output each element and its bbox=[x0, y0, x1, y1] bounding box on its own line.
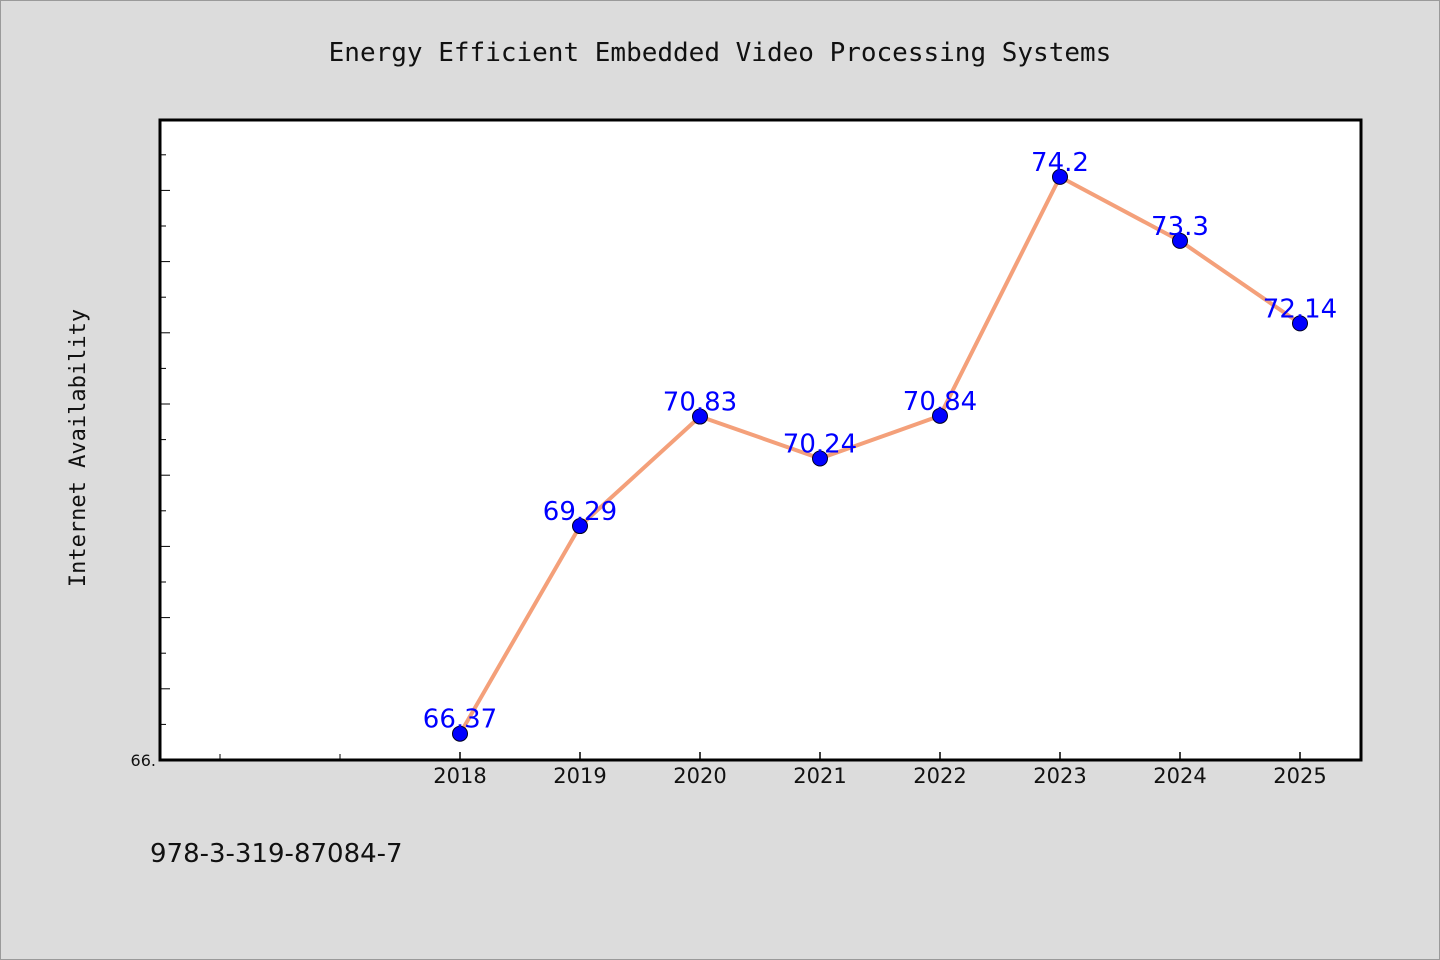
y-axis-ticks: 66. bbox=[131, 154, 170, 770]
data-point-label: 70.24 bbox=[783, 429, 857, 459]
data-point-marker bbox=[1292, 315, 1308, 332]
x-tick-label: 2018 bbox=[433, 764, 486, 788]
data-point-marker bbox=[572, 518, 588, 535]
chart-title: Energy Efficient Embedded Video Processi… bbox=[329, 38, 1112, 68]
data-point-label: 73.3 bbox=[1151, 212, 1209, 242]
x-tick-label: 2025 bbox=[1273, 764, 1326, 788]
data-point-marker bbox=[692, 408, 708, 425]
x-axis-ticks: 2018 2019 2020 2021 2022 2023 2024 2025 bbox=[219, 752, 1327, 788]
x-tick-label: 2021 bbox=[793, 764, 846, 788]
data-point-label: 72.14 bbox=[1263, 294, 1337, 324]
data-point-label: 66.37 bbox=[423, 705, 497, 735]
series-line bbox=[458, 174, 1302, 736]
data-point-marker bbox=[1052, 168, 1068, 185]
data-point-label: 74.2 bbox=[1031, 148, 1089, 178]
x-tick-label: 2020 bbox=[673, 764, 726, 788]
data-point-marker bbox=[812, 450, 828, 467]
data-point-marker bbox=[452, 725, 468, 742]
isbn-footer: 978-3-319-87084-7 bbox=[150, 839, 403, 869]
data-point-label: 70.84 bbox=[903, 387, 977, 417]
series-line-group bbox=[458, 174, 1302, 736]
x-tick-label: 2019 bbox=[553, 764, 606, 788]
data-point-label: 69.29 bbox=[543, 497, 617, 527]
data-point-marker bbox=[1172, 232, 1188, 249]
series-markers bbox=[452, 168, 1308, 742]
data-point-label: 70.83 bbox=[663, 388, 737, 418]
x-tick-label: 2024 bbox=[1153, 764, 1206, 788]
y-axis-label: Internet Availability bbox=[66, 309, 91, 587]
y-tick-label: 66. bbox=[131, 751, 156, 770]
plot-area bbox=[158, 118, 1363, 762]
data-point-marker bbox=[932, 407, 948, 424]
data-labels: 66.37 69.29 70.83 70.24 70.84 74.2 73.3 72.14 bbox=[423, 148, 1337, 735]
x-tick-label: 2022 bbox=[913, 764, 966, 788]
x-tick-label: 2023 bbox=[1033, 764, 1086, 788]
